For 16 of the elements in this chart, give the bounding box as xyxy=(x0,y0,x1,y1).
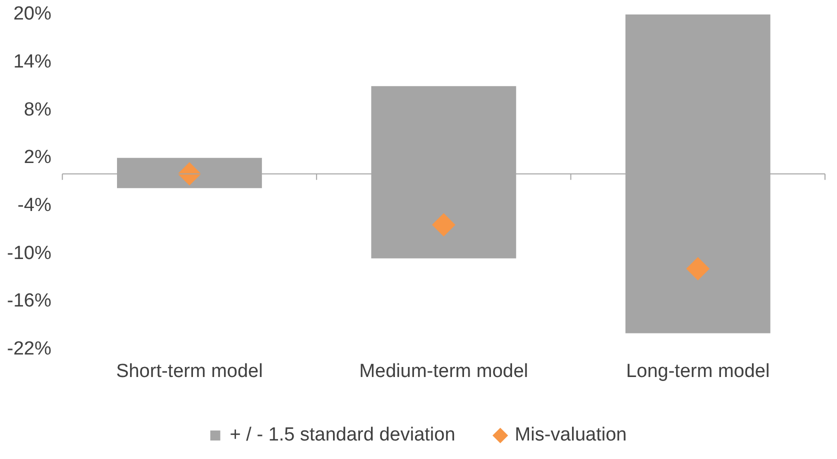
y-tick-label: 20% xyxy=(13,4,52,25)
y-tick-label: -16% xyxy=(6,290,52,312)
legend-label: Mis-valuation xyxy=(514,424,627,446)
point xyxy=(686,257,710,280)
y-tick-label: -10% xyxy=(6,242,52,264)
legend-label: + / - 1.5 standard deviation xyxy=(230,424,456,446)
x-tick-label: Short-term model xyxy=(116,360,263,382)
x-tick-label: Long-term model xyxy=(626,360,770,382)
point xyxy=(178,162,201,186)
y-tick-label: -22% xyxy=(6,338,52,360)
y-tick-label: 14% xyxy=(13,51,52,72)
y-tick-label: 2% xyxy=(24,147,52,168)
y-tick-label: 8% xyxy=(24,99,52,120)
x-tick-label: Medium-term model xyxy=(359,360,528,382)
point xyxy=(432,213,456,236)
y-tick-label: -4% xyxy=(18,194,52,216)
